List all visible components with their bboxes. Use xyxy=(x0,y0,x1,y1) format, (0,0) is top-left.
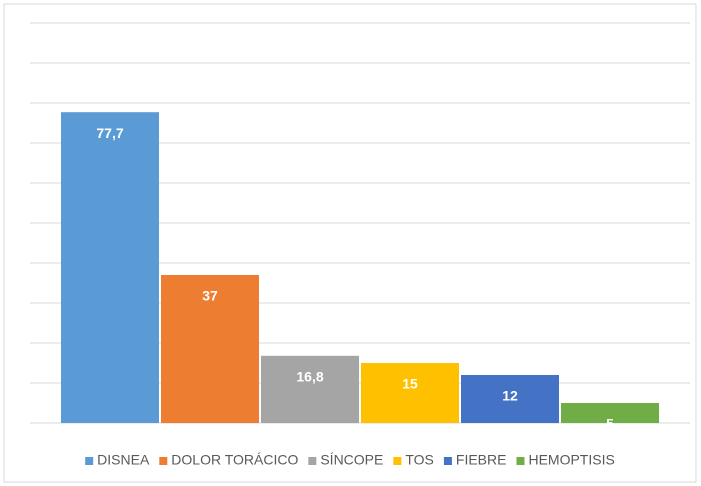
legend-swatch xyxy=(308,457,317,465)
legend-label: TOS xyxy=(405,452,434,468)
legend-swatch xyxy=(516,457,525,465)
bar xyxy=(361,363,459,423)
legend-label: DISNEA xyxy=(97,452,150,468)
data-label: 15 xyxy=(402,376,418,392)
data-label: 12 xyxy=(502,388,518,404)
legend-swatch xyxy=(393,457,402,465)
bar xyxy=(161,275,259,423)
data-label: 77,7 xyxy=(96,125,123,141)
legend-label: SÍNCOPE xyxy=(320,452,383,468)
bar xyxy=(561,403,659,423)
legend-label: DOLOR TORÁCICO xyxy=(171,452,298,468)
legend-label: HEMOPTISIS xyxy=(528,452,614,468)
bar xyxy=(261,355,359,423)
legend-label: FIEBRE xyxy=(456,452,507,468)
legend-swatch xyxy=(85,457,94,465)
legend-swatch xyxy=(443,457,452,465)
data-label: 37 xyxy=(202,288,218,304)
legend-swatch xyxy=(159,457,168,465)
data-label: 5 xyxy=(606,416,614,432)
bar xyxy=(61,112,159,423)
bar xyxy=(461,375,559,423)
data-label: 16,8 xyxy=(296,369,323,385)
